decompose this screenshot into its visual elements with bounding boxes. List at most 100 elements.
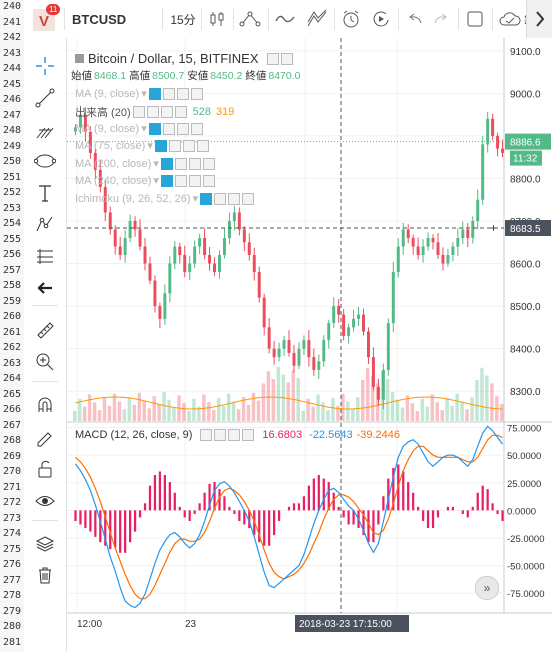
indicator-legend-ma9b[interactable]: MA (9, close) ▾ xyxy=(75,122,203,135)
pattern-icon xyxy=(36,216,53,232)
indicator-legend-ichimoku[interactable]: Ichimoku (9, 26, 52, 26) ▾ xyxy=(75,192,255,205)
save-button[interactable] xyxy=(496,6,524,32)
shapes-tool[interactable] xyxy=(31,148,59,174)
indicator-legend-ma75[interactable]: MA (75, close) ▾ xyxy=(75,139,209,152)
text-tool[interactable] xyxy=(31,180,59,206)
legend-buttons[interactable] xyxy=(265,52,293,65)
prediction-tool[interactable] xyxy=(31,243,59,269)
add-icon[interactable] xyxy=(160,106,173,118)
add-icon[interactable] xyxy=(228,192,241,205)
add-icon[interactable] xyxy=(182,139,195,152)
close-icon[interactable] xyxy=(196,139,209,152)
undo-button[interactable] xyxy=(404,6,426,32)
scroll-to-latest-button[interactable]: » xyxy=(475,576,499,600)
close-icon[interactable] xyxy=(242,429,255,441)
close-icon[interactable] xyxy=(242,192,255,205)
visibility-icon[interactable] xyxy=(132,106,145,118)
alert-button[interactable] xyxy=(338,6,364,32)
chart-style-button[interactable] xyxy=(204,6,230,32)
back-tool[interactable] xyxy=(31,275,59,301)
volume-bar xyxy=(167,399,171,421)
volume-bar xyxy=(361,379,365,421)
add-icon[interactable] xyxy=(228,429,241,441)
layers-icon xyxy=(35,536,55,552)
visibility-icon[interactable] xyxy=(148,122,161,135)
indicator-legend-volume[interactable]: 出来高 (20) 528 319 xyxy=(75,104,234,120)
close-label: 終値 xyxy=(245,70,267,82)
trendline-tool[interactable] xyxy=(31,85,59,111)
visibility-icon[interactable] xyxy=(148,87,161,100)
visibility-icon[interactable] xyxy=(160,174,173,187)
settings-icon[interactable] xyxy=(174,174,187,187)
candle-body xyxy=(227,220,231,239)
row-number: 265 xyxy=(2,388,22,400)
pitchfork-tool[interactable] xyxy=(31,117,59,143)
candle-body xyxy=(247,242,251,256)
templates-icon xyxy=(307,10,327,27)
volume-bar xyxy=(365,367,370,421)
compare-button[interactable] xyxy=(236,6,264,32)
settings-icon[interactable] xyxy=(174,157,187,170)
fullscreen-button[interactable] xyxy=(462,6,488,32)
row-number: 252 xyxy=(2,187,22,198)
add-icon[interactable] xyxy=(188,174,201,187)
volume-bar xyxy=(475,379,479,421)
object-tree-tool[interactable] xyxy=(31,531,59,557)
add-icon[interactable] xyxy=(188,157,201,170)
replay-button[interactable] xyxy=(368,6,394,32)
visibility-icon[interactable] xyxy=(200,429,213,441)
visibility-icon[interactable] xyxy=(160,157,173,170)
close-icon[interactable] xyxy=(202,157,215,170)
close-icon[interactable] xyxy=(190,122,203,135)
crosshair-tool[interactable] xyxy=(31,53,59,79)
indicator-legend-ma200[interactable]: MA (200, close) ▾ xyxy=(75,157,215,170)
add-icon[interactable] xyxy=(176,122,189,135)
chart-area[interactable]: +9100.09000.08800.08700.08600.08500.0840… xyxy=(67,38,552,652)
series-title: Bitcoin / Dollar, 15, BITFINEX xyxy=(88,51,259,66)
volume-bar xyxy=(246,404,251,421)
magnet-tool[interactable] xyxy=(31,393,59,419)
measure-tool[interactable] xyxy=(31,317,59,343)
arrow-left-icon xyxy=(37,282,52,294)
interval-selector[interactable]: 15分 xyxy=(170,12,196,27)
remove-drawings-tool[interactable] xyxy=(31,562,59,588)
toolbar-more-button[interactable] xyxy=(526,0,552,38)
double-chevron-right-icon: » xyxy=(483,581,491,595)
settings-icon[interactable] xyxy=(214,192,227,205)
volume-bar xyxy=(73,411,77,421)
low-value: 8450.2 xyxy=(210,69,243,82)
row-number: 246 xyxy=(2,94,22,105)
stay-drawing-tool[interactable] xyxy=(31,425,59,451)
logo-menu-button[interactable]: V 11 xyxy=(32,4,61,32)
row-number: 276 xyxy=(2,559,22,570)
settings-icon[interactable] xyxy=(162,122,175,135)
macd-legend[interactable]: MACD (12, 26, close, 9) 16.6803 -22.5643… xyxy=(75,429,400,441)
close-icon[interactable] xyxy=(174,106,187,118)
visibility-icon[interactable] xyxy=(200,192,213,205)
settings-icon[interactable] xyxy=(214,429,227,441)
collapse-icon[interactable] xyxy=(75,54,84,63)
settings-icon[interactable] xyxy=(146,106,159,118)
redo-button[interactable] xyxy=(430,6,452,32)
hide-drawings-tool[interactable] xyxy=(31,488,59,514)
row-number: 259 xyxy=(2,295,22,307)
add-icon[interactable] xyxy=(176,87,189,100)
zoom-tool[interactable] xyxy=(31,349,59,375)
candle-body xyxy=(501,148,505,153)
indicator-legend-ma240[interactable]: MA (240, close) ▾ xyxy=(75,174,215,187)
lock-drawings-tool[interactable] xyxy=(31,456,59,482)
templates-button[interactable] xyxy=(304,6,330,32)
visibility-icon[interactable] xyxy=(154,139,167,152)
price-chart[interactable]: +9100.09000.08800.08700.08600.08500.0840… xyxy=(67,38,552,652)
symbol-search[interactable]: BTCUSD xyxy=(72,11,127,27)
pattern-tool[interactable] xyxy=(31,211,59,237)
close-icon[interactable] xyxy=(202,174,215,187)
candle-body xyxy=(466,229,470,239)
settings-icon[interactable] xyxy=(162,87,175,100)
close-icon[interactable] xyxy=(190,87,203,100)
volume-bar xyxy=(351,409,355,421)
settings-icon[interactable] xyxy=(168,139,181,152)
row-number: 250 xyxy=(2,156,22,167)
indicator-legend-ma9[interactable]: MA (9, close) ▾ xyxy=(75,87,203,100)
indicators-button[interactable] xyxy=(272,6,298,32)
